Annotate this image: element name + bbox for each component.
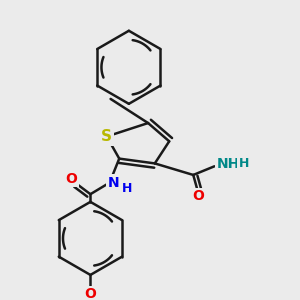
Text: O: O (85, 287, 96, 300)
Text: NH: NH (216, 158, 240, 171)
Text: H: H (122, 182, 132, 195)
Text: O: O (192, 189, 204, 203)
Text: N: N (108, 176, 119, 190)
Text: S: S (101, 129, 112, 144)
Text: H: H (238, 157, 249, 170)
Text: O: O (65, 172, 77, 186)
